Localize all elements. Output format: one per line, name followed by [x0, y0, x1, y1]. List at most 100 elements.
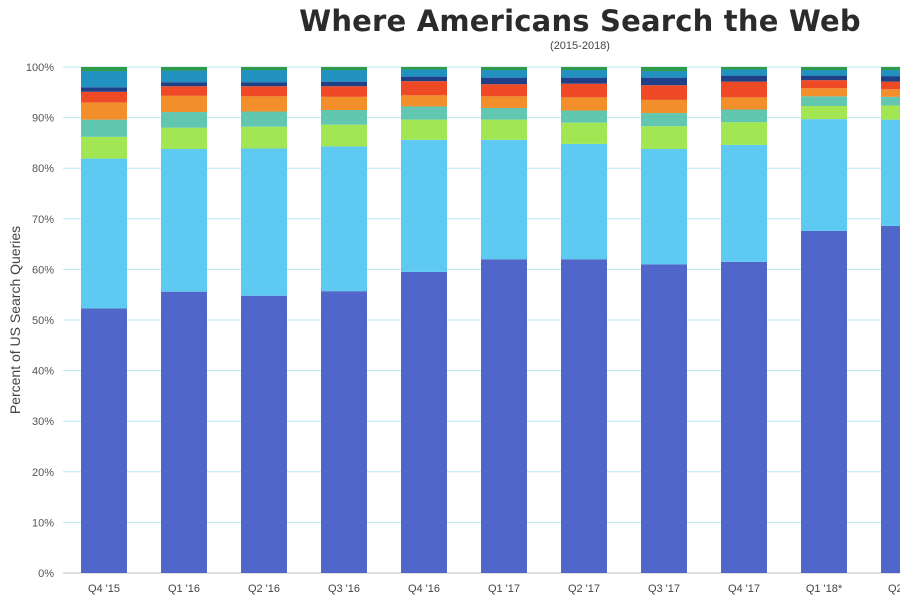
bar-segment: [161, 148, 207, 292]
bar-segment: [641, 113, 687, 127]
x-tick-label: Q1 '17: [488, 583, 520, 595]
bar-segment: [561, 122, 607, 144]
bar-segment: [161, 82, 207, 87]
bar-segment: [401, 76, 447, 82]
bar-segment: [401, 95, 447, 107]
bar-segment: [641, 264, 687, 573]
bar-segment: [321, 67, 367, 71]
x-tick-label: Q1 '16: [168, 583, 200, 595]
y-tick-label: 10%: [32, 517, 54, 529]
bar-segment: [481, 107, 527, 120]
bar-segment: [641, 67, 687, 72]
bar-segment: [881, 89, 900, 97]
bar-segment: [401, 139, 447, 272]
bar-segment: [721, 109, 767, 123]
bar-segment: [81, 87, 127, 92]
bar-segment: [241, 148, 287, 296]
bar-segment: [721, 81, 767, 98]
bar-segment: [241, 96, 287, 112]
x-axis-ticks: Q4 '15 Q1 '16 Q2 '16 Q3 '16 Q4 '16 Q1 '17 Q2 '…: [88, 583, 900, 595]
bar-segment: [161, 291, 207, 573]
bar-segment: [401, 119, 447, 140]
x-tick-label: Q2 '18: [888, 583, 900, 595]
bar-segment: [561, 110, 607, 123]
bar-segment: [801, 105, 847, 120]
y-tick-label: 40%: [32, 366, 54, 378]
x-tick-label: Q2 '17: [568, 583, 600, 595]
bar-segment: [241, 70, 287, 83]
bar-segment: [881, 105, 900, 120]
bar-segment: [641, 126, 687, 149]
bar-segment: [321, 70, 367, 82]
y-tick-label: 20%: [32, 467, 54, 479]
y-tick-label: 60%: [32, 264, 54, 276]
bar-segment: [801, 88, 847, 97]
y-tick-label: 0%: [38, 568, 54, 580]
bar-segment: [481, 259, 527, 573]
bar-segment: [481, 84, 527, 97]
bar-segment: [641, 77, 687, 86]
bar-segment: [241, 126, 287, 149]
bar-segment: [81, 308, 127, 573]
bar-segment: [241, 86, 287, 97]
bar-segment: [481, 96, 527, 108]
bar-segment: [721, 261, 767, 573]
bar-segment: [81, 91, 127, 103]
bar-segment: [881, 225, 900, 573]
bar-segment: [241, 67, 287, 71]
chart-title: Where Americans Search the Web: [299, 4, 861, 38]
x-tick-label: Q4 '15: [88, 583, 120, 595]
bar-segment: [481, 139, 527, 260]
bar-segment: [321, 291, 367, 573]
bar-segment: [721, 122, 767, 145]
bar-segment: [81, 67, 127, 72]
chart-subtitle: (2015-2018): [550, 40, 610, 52]
bar-segment: [721, 69, 767, 76]
bar-segment: [641, 99, 687, 114]
bar-segment: [401, 69, 447, 77]
bar-segment: [881, 119, 900, 226]
bar-segment: [321, 96, 367, 111]
bar-segment: [241, 111, 287, 127]
bar-segment: [481, 119, 527, 140]
x-tick-label: Q4 '17: [728, 583, 760, 595]
bar-segment: [801, 230, 847, 573]
bar-segment: [401, 271, 447, 573]
bar-segment: [561, 97, 607, 111]
bar-segment: [321, 81, 367, 87]
bar-segment: [481, 67, 527, 71]
bar-segment: [641, 71, 687, 78]
bar-segment: [881, 70, 900, 77]
bar-segment: [561, 83, 607, 98]
bar-segment: [161, 67, 207, 71]
bar-segment: [241, 82, 287, 87]
bar-segment: [561, 143, 607, 260]
bar-segment: [721, 67, 767, 70]
y-tick-label: 70%: [32, 214, 54, 226]
bar-segment: [561, 70, 607, 78]
bar-segment: [641, 85, 687, 100]
bar-segment: [81, 136, 127, 159]
x-tick-label: Q1 '18*: [806, 583, 843, 595]
y-tick-label: 50%: [32, 315, 54, 327]
bar-segment: [161, 95, 207, 113]
bar-segment: [481, 70, 527, 78]
bar-segment: [881, 81, 900, 90]
x-tick-label: Q3 '16: [328, 583, 360, 595]
y-tick-label: 100%: [26, 62, 54, 74]
bar-segment: [881, 96, 900, 106]
bar-segment: [721, 75, 767, 82]
bar-segment: [881, 67, 900, 71]
bar-segment: [801, 80, 847, 89]
y-tick-label: 80%: [32, 163, 54, 175]
bar-segment: [641, 148, 687, 265]
y-tick-label: 90%: [32, 113, 54, 125]
bar-segment: [401, 81, 447, 96]
bar-segment: [81, 102, 127, 120]
bar-segment: [161, 112, 207, 128]
bar-segment: [801, 75, 847, 81]
bar-segment: [321, 124, 367, 147]
bar-segment: [561, 259, 607, 573]
bar-segment: [721, 144, 767, 262]
